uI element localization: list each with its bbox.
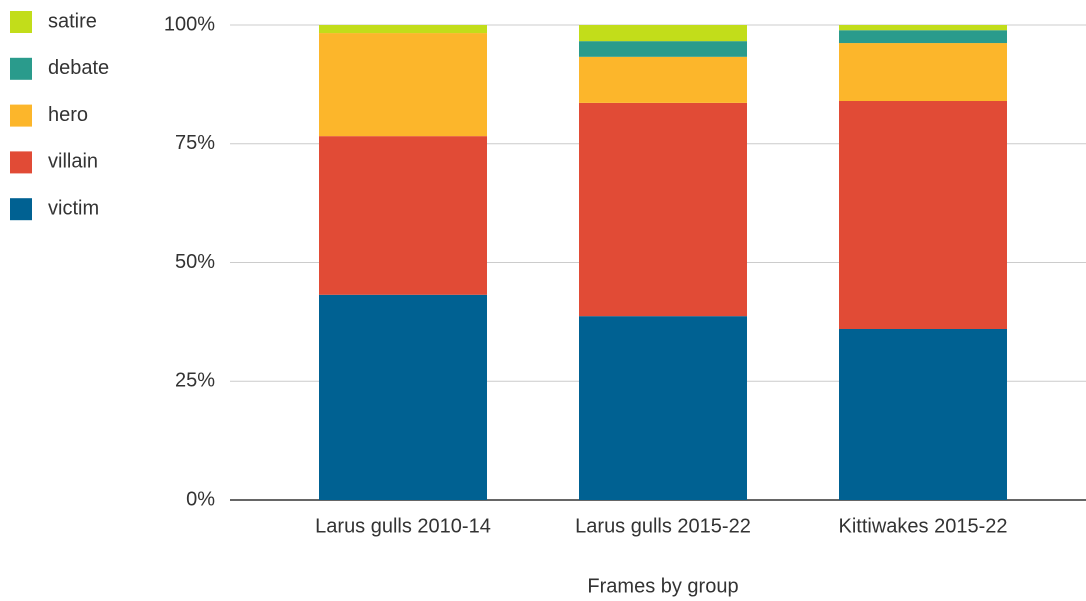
y-tick-label: 100% bbox=[164, 13, 215, 35]
y-tick-label: 0% bbox=[186, 488, 215, 510]
bar-segment bbox=[579, 56, 747, 103]
legend-label: hero bbox=[48, 104, 88, 126]
bar-segment bbox=[579, 102, 747, 317]
y-tick-label: 25% bbox=[175, 370, 215, 392]
bar-segment bbox=[319, 294, 487, 500]
legend-swatch bbox=[10, 151, 32, 174]
bar-segment bbox=[839, 25, 1007, 31]
bar-segment bbox=[839, 329, 1007, 500]
x-axis-label: Frames by group bbox=[587, 575, 738, 597]
legend-swatch bbox=[10, 198, 32, 221]
bar-segment bbox=[319, 136, 487, 295]
bar-segment bbox=[579, 41, 747, 57]
bar-segment bbox=[839, 43, 1007, 101]
legend-label: victim bbox=[48, 197, 99, 219]
bar-segment bbox=[839, 101, 1007, 329]
y-tick-label: 75% bbox=[175, 132, 215, 154]
x-tick-label: Kittiwakes 2015-22 bbox=[839, 515, 1008, 537]
legend-label: debate bbox=[48, 57, 109, 79]
x-tick-label: Larus gulls 2010-14 bbox=[315, 515, 491, 537]
bar-segment bbox=[319, 25, 487, 34]
bar-segment bbox=[839, 30, 1007, 44]
bar-segment bbox=[579, 316, 747, 500]
legend-label: satire bbox=[48, 10, 97, 32]
y-tick-label: 50% bbox=[175, 251, 215, 273]
x-tick-label: Larus gulls 2015-22 bbox=[575, 515, 751, 537]
bar-segment bbox=[579, 25, 747, 42]
legend-swatch bbox=[10, 104, 32, 127]
legend-swatch bbox=[10, 11, 32, 33]
bar-segment bbox=[319, 33, 487, 137]
legend-label: villain bbox=[48, 151, 98, 173]
legend-swatch bbox=[10, 57, 32, 80]
